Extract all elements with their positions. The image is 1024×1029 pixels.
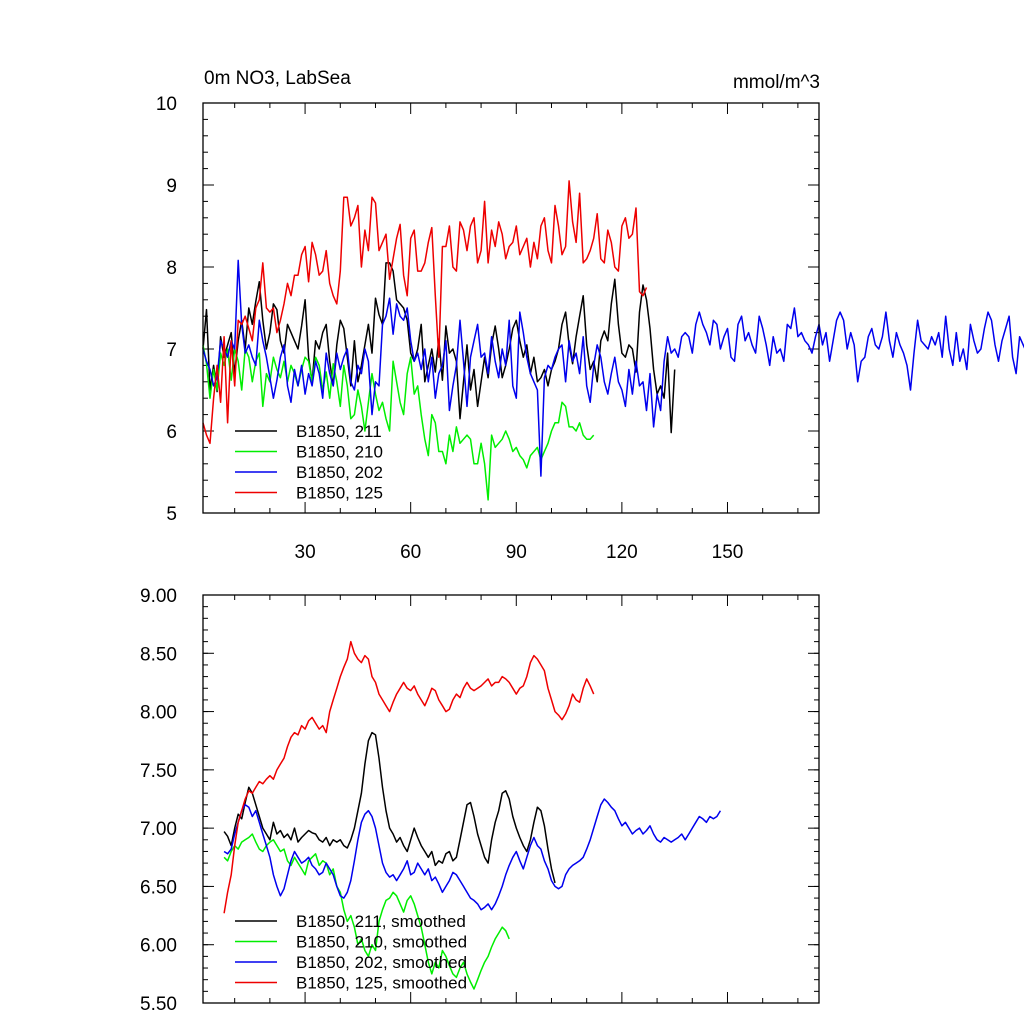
series-line-3 (202, 259, 1024, 477)
chart-units: mmol/m^3 (733, 72, 820, 93)
legend-label: B1850, 211, smoothed (296, 912, 466, 931)
series-line-4 (202, 180, 648, 445)
y-tick-label: 8.00 (140, 703, 177, 724)
x-tick-label: 150 (712, 542, 744, 563)
x-tick-label: 30 (295, 542, 316, 563)
top-panel-series (202, 180, 1024, 501)
y-tick-label: 10 (156, 94, 177, 115)
y-tick-label: 8.50 (140, 644, 177, 665)
series-line-2 (223, 833, 510, 990)
bottom-plot-frame (202, 594, 820, 1004)
y-tick-label: 9.00 (140, 586, 177, 607)
y-tick-label: 5 (166, 504, 177, 525)
x-tick-label: 90 (506, 542, 527, 563)
bottom-panel-series (223, 640, 722, 990)
y-tick-label: 9 (166, 176, 177, 197)
y-tick-label: 6 (166, 422, 177, 443)
legend-label: B1850, 210, smoothed (296, 933, 467, 952)
series-line-1 (223, 731, 556, 884)
top-plot-frame (202, 102, 820, 514)
y-tick-label: 6.50 (140, 877, 177, 898)
series-line-3 (223, 798, 722, 911)
chart-title: 0m NO3, LabSea (204, 68, 351, 89)
y-tick-label: 6.00 (140, 936, 177, 957)
bottom-panel: 5.50 6.00 6.50 7.00 7.50 8.00 8.50 9.00 B1850, … (140, 586, 820, 1015)
legend-label: B1850, 202, smoothed (296, 953, 467, 972)
bottom-panel-ticks: 5.50 6.00 6.50 7.00 7.50 8.00 8.50 9.00 (140, 586, 819, 1015)
series-line-4 (223, 640, 595, 914)
y-tick-label: 7.00 (140, 819, 177, 840)
y-tick-label: 7 (166, 340, 177, 361)
y-tick-label: 8 (166, 258, 177, 279)
legend-label: B1850, 125 (296, 484, 383, 503)
legend-label: B1850, 211 (296, 422, 382, 441)
legend-label: B1850, 210 (296, 443, 383, 462)
bottom-legend: B1850, 211, smoothed B1850, 210, smoothed… (235, 912, 467, 993)
top-panel: 0m NO3, LabSea mmol/m^3 5 6 7 8 9 10 30 60 90 120… (156, 68, 1024, 563)
legend-label: B1850, 125, smoothed (296, 974, 467, 993)
y-tick-label: 7.50 (140, 761, 177, 782)
x-tick-label: 60 (400, 542, 421, 563)
x-tick-label: 120 (606, 542, 638, 563)
series-line-2 (202, 344, 595, 501)
legend-label: B1850, 202 (296, 463, 383, 482)
y-tick-label: 5.50 (140, 994, 177, 1015)
